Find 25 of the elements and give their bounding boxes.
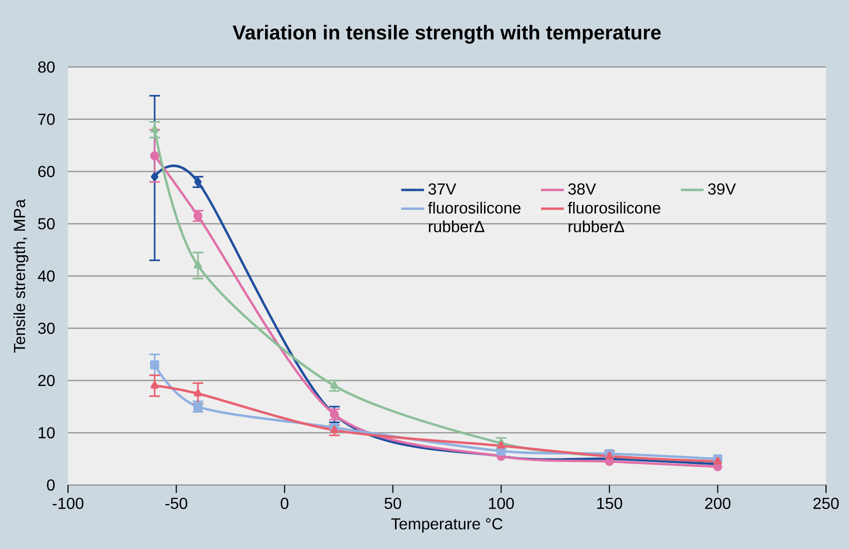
legend-label: 39V bbox=[708, 183, 736, 195]
x-tick-label: -50 bbox=[165, 498, 188, 510]
x-tick-label: 200 bbox=[705, 498, 730, 510]
y-tick-label: 50 bbox=[38, 218, 55, 230]
y-tick-label: 80 bbox=[38, 61, 55, 73]
x-tick-label: -100 bbox=[52, 498, 84, 510]
chart-title: Variation in tensile strength with temperature bbox=[232, 24, 661, 44]
y-tick-label: 60 bbox=[38, 166, 55, 178]
x-axis-title: Temperature °C bbox=[391, 518, 502, 533]
y-tick-label: 30 bbox=[38, 322, 55, 334]
y-tick-label: 10 bbox=[38, 427, 55, 438]
y-tick-label: 20 bbox=[38, 374, 55, 386]
y-tick-label: 70 bbox=[38, 114, 55, 125]
legend-label: 37V bbox=[428, 183, 456, 195]
legend-label: fluorosilicone rubberΔ bbox=[428, 202, 520, 232]
x-tick-label: 250 bbox=[813, 498, 839, 510]
y-axis-title: Tensile strength, MPa bbox=[13, 199, 28, 353]
x-tick-label: 0 bbox=[280, 498, 288, 510]
x-tick-label: 100 bbox=[489, 498, 514, 510]
legend-label: 38V bbox=[568, 183, 596, 195]
y-tick-label: 0 bbox=[47, 479, 55, 491]
y-tick-label: 40 bbox=[38, 270, 55, 282]
x-tick-label: 50 bbox=[384, 498, 402, 510]
legend-label: fluorosilicone rubberΔ bbox=[568, 202, 660, 232]
x-tick-label: 150 bbox=[597, 498, 622, 510]
